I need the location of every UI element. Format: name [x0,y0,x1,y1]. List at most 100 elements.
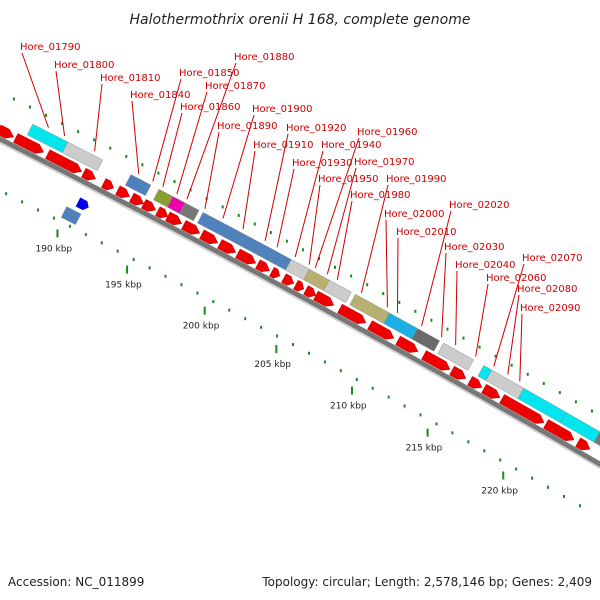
scale-tick [502,471,505,480]
gene-label-hore-02030[interactable]: Hore_02030 [444,242,505,253]
cds-arrow [81,167,96,181]
track-dot [542,381,545,385]
cds-arrow [449,365,467,380]
gene-label-hore-01840[interactable]: Hore_01840 [130,90,191,101]
feature-block [437,342,474,371]
scale-tick [275,345,278,354]
track-dot [478,345,481,349]
track-dot [334,265,337,269]
cds-arrow [199,229,219,245]
cds-arrow [155,206,168,219]
track-dot [260,325,263,329]
scale-tick [350,386,353,395]
scale-tick [56,229,59,238]
track-dot [414,309,417,313]
gene-label-hore-01870[interactable]: Hore_01870 [205,81,266,92]
callout-line [360,184,389,294]
callout-line [94,83,103,152]
callout-line [507,294,520,375]
gene-label-hore-02040[interactable]: Hore_02040 [455,260,516,271]
backbone-highlight [0,142,600,470]
scale-tick [203,306,206,315]
track-dot [269,231,272,235]
gene-label-hore-01940[interactable]: Hore_01940 [321,140,382,151]
track-dot [244,317,247,321]
scale-label: 195 kbp [105,281,142,291]
gene-label-hore-01790[interactable]: Hore_01790 [20,42,81,53]
gene-label-hore-02070[interactable]: Hore_02070 [522,253,583,264]
track-dot [77,130,80,134]
track-dot [12,97,15,101]
gene-label-hore-01880[interactable]: Hore_01880 [234,52,295,63]
track-dot [355,377,358,381]
cds-arrow [129,192,145,206]
callout-line [131,100,140,175]
track-dot [173,180,176,184]
gene-label-hore-01910[interactable]: Hore_01910 [253,140,314,151]
track-dot [387,395,390,399]
track-dot [483,449,486,453]
gene-label-hore-02020[interactable]: Hore_02020 [449,200,510,211]
track-dot [5,192,8,196]
gene-label-hore-02010[interactable]: Hore_02010 [396,227,457,238]
callout-line [519,313,523,382]
gene-label-hore-01990[interactable]: Hore_01990 [386,174,447,185]
track-dot [323,360,326,364]
gene-label-hore-01810[interactable]: Hore_01810 [100,73,161,84]
callout-line [242,150,256,230]
gene-label-hore-02000[interactable]: Hore_02000 [384,209,445,220]
track-dot [125,154,128,158]
track-dot [350,274,353,278]
gene-label-hore-01950[interactable]: Hore_01950 [318,174,379,185]
callout-line [21,52,49,128]
cds-arrow [165,211,183,226]
gene-label-hore-01860[interactable]: Hore_01860 [180,102,241,113]
cds-arrow [13,133,44,154]
gene-label-hore-01850[interactable]: Hore_01850 [179,68,240,79]
track-dot [531,476,534,480]
track-dot [37,208,40,212]
gene-label-hore-01960[interactable]: Hore_01960 [357,127,418,138]
gene-label-hore-01900[interactable]: Hore_01900 [252,104,313,115]
track-dot [451,431,454,435]
callout-line [294,150,324,258]
track-dot [157,171,160,175]
cds-arrow [115,185,130,199]
callout-line [162,112,183,187]
track-dot [180,283,183,287]
track-dot [547,485,550,489]
cds-arrow [395,335,419,353]
callout-line [186,62,237,200]
gene-label-hore-01970[interactable]: Hore_01970 [354,157,415,168]
gene-label-hore-02080[interactable]: Hore_02080 [517,284,578,295]
cds-arrow [181,220,201,235]
gene-label-hore-02090[interactable]: Hore_02090 [520,303,581,314]
callout-line [493,263,525,367]
gene-label-hore-01920[interactable]: Hore_01920 [286,123,347,134]
scale-label: 215 kbp [406,444,443,454]
cds-arrow [255,259,271,272]
track-dot [45,113,48,117]
gene-label-hore-02060[interactable]: Hore_02060 [486,273,547,284]
track-dot [141,163,144,167]
cds-arrow [141,199,157,212]
callout-line [276,168,295,248]
cds-arrow [235,248,257,265]
callout-line [326,167,357,275]
cds-arrow [0,124,14,139]
track-dot [307,351,310,355]
genome-summary-label: Topology: circular; Length: 2,578,146 bp… [261,575,592,589]
gene-label-hore-01980[interactable]: Hore_01980 [350,190,411,201]
scale-label: 220 kbp [481,486,518,496]
callout-line [396,237,399,313]
callout-line [475,283,489,357]
track-dot [558,391,561,395]
feature-block [323,279,352,303]
track-dot [382,292,385,296]
gene-label-hore-01930[interactable]: Hore_01930 [292,158,353,169]
feature-block [60,206,82,225]
gene-label-hore-01890[interactable]: Hore_01890 [217,121,278,132]
track-dot [510,363,513,367]
callout-line [455,270,458,346]
gene-label-hore-01800[interactable]: Hore_01800 [54,60,115,71]
